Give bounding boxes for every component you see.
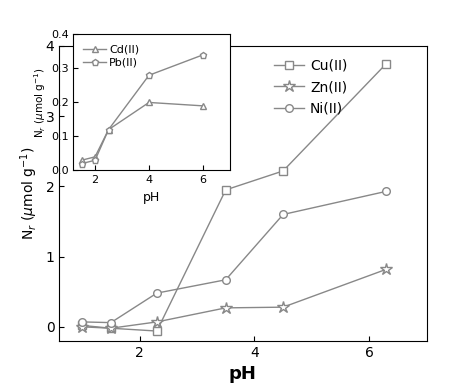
Zn(II) (383, 267, 389, 272)
Ni(II) (154, 291, 160, 295)
Zn(II) (108, 326, 114, 331)
Cu(II) (79, 323, 85, 328)
X-axis label: pH: pH (143, 191, 160, 204)
Zn(II) (280, 305, 286, 309)
Ni(II) (108, 320, 114, 325)
Cu(II) (154, 329, 160, 333)
Line: Cu(II): Cu(II) (78, 60, 390, 335)
Pb(II) (146, 73, 152, 77)
Pb(II) (79, 161, 84, 166)
Pb(II) (106, 127, 111, 132)
Cd(II) (92, 154, 98, 159)
Ni(II) (79, 319, 85, 324)
Pb(II) (92, 158, 98, 162)
X-axis label: pH: pH (229, 365, 257, 383)
Zn(II) (223, 306, 228, 310)
Line: Cd(II): Cd(II) (78, 99, 206, 164)
Line: Ni(II): Ni(II) (78, 188, 390, 326)
Legend: Cu(II), Zn(II), Ni(II): Cu(II), Zn(II), Ni(II) (268, 53, 353, 121)
Ni(II) (383, 189, 389, 193)
Cd(II) (146, 100, 152, 105)
Line: Pb(II): Pb(II) (78, 51, 206, 167)
Ni(II) (223, 277, 228, 282)
Line: Zn(II): Zn(II) (76, 263, 392, 334)
Cu(II) (280, 169, 286, 173)
Zn(II) (79, 324, 85, 329)
Y-axis label: N$_r$ ($\mu$mol g$^{-1}$): N$_r$ ($\mu$mol g$^{-1}$) (18, 147, 40, 240)
Cu(II) (108, 326, 114, 331)
Cd(II) (106, 127, 111, 132)
Cd(II) (200, 103, 206, 108)
Pb(II) (200, 52, 206, 57)
Cu(II) (223, 188, 228, 192)
Legend: Cd(II), Pb(II): Cd(II), Pb(II) (79, 40, 144, 72)
Y-axis label: N$_r$ ($\mu$mol g$^{-1}$): N$_r$ ($\mu$mol g$^{-1}$) (32, 67, 48, 138)
Cu(II) (383, 61, 389, 66)
Zn(II) (154, 319, 160, 324)
Ni(II) (280, 212, 286, 217)
Cd(II) (79, 158, 84, 162)
